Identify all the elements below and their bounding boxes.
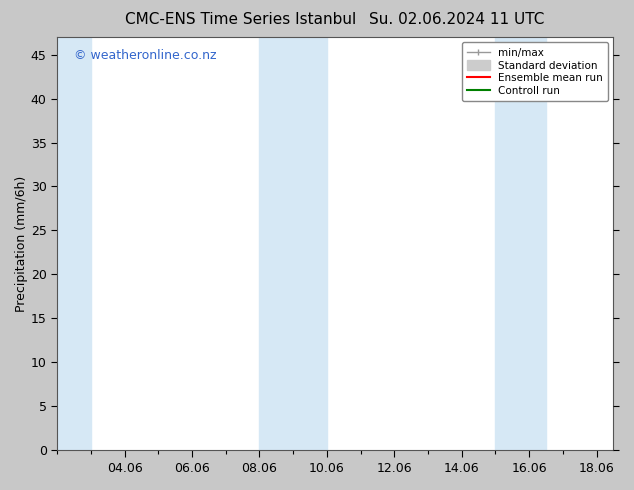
Text: CMC-ENS Time Series Istanbul: CMC-ENS Time Series Istanbul (126, 12, 356, 27)
Bar (259, 37, 327, 450)
Text: © weatheronline.co.nz: © weatheronline.co.nz (74, 49, 216, 62)
Text: Su. 02.06.2024 11 UTC: Su. 02.06.2024 11 UTC (369, 12, 544, 27)
Bar (495, 37, 546, 450)
Bar (57, 37, 91, 450)
Y-axis label: Precipitation (mm/6h): Precipitation (mm/6h) (15, 175, 28, 312)
Legend: min/max, Standard deviation, Ensemble mean run, Controll run: min/max, Standard deviation, Ensemble me… (462, 42, 608, 101)
